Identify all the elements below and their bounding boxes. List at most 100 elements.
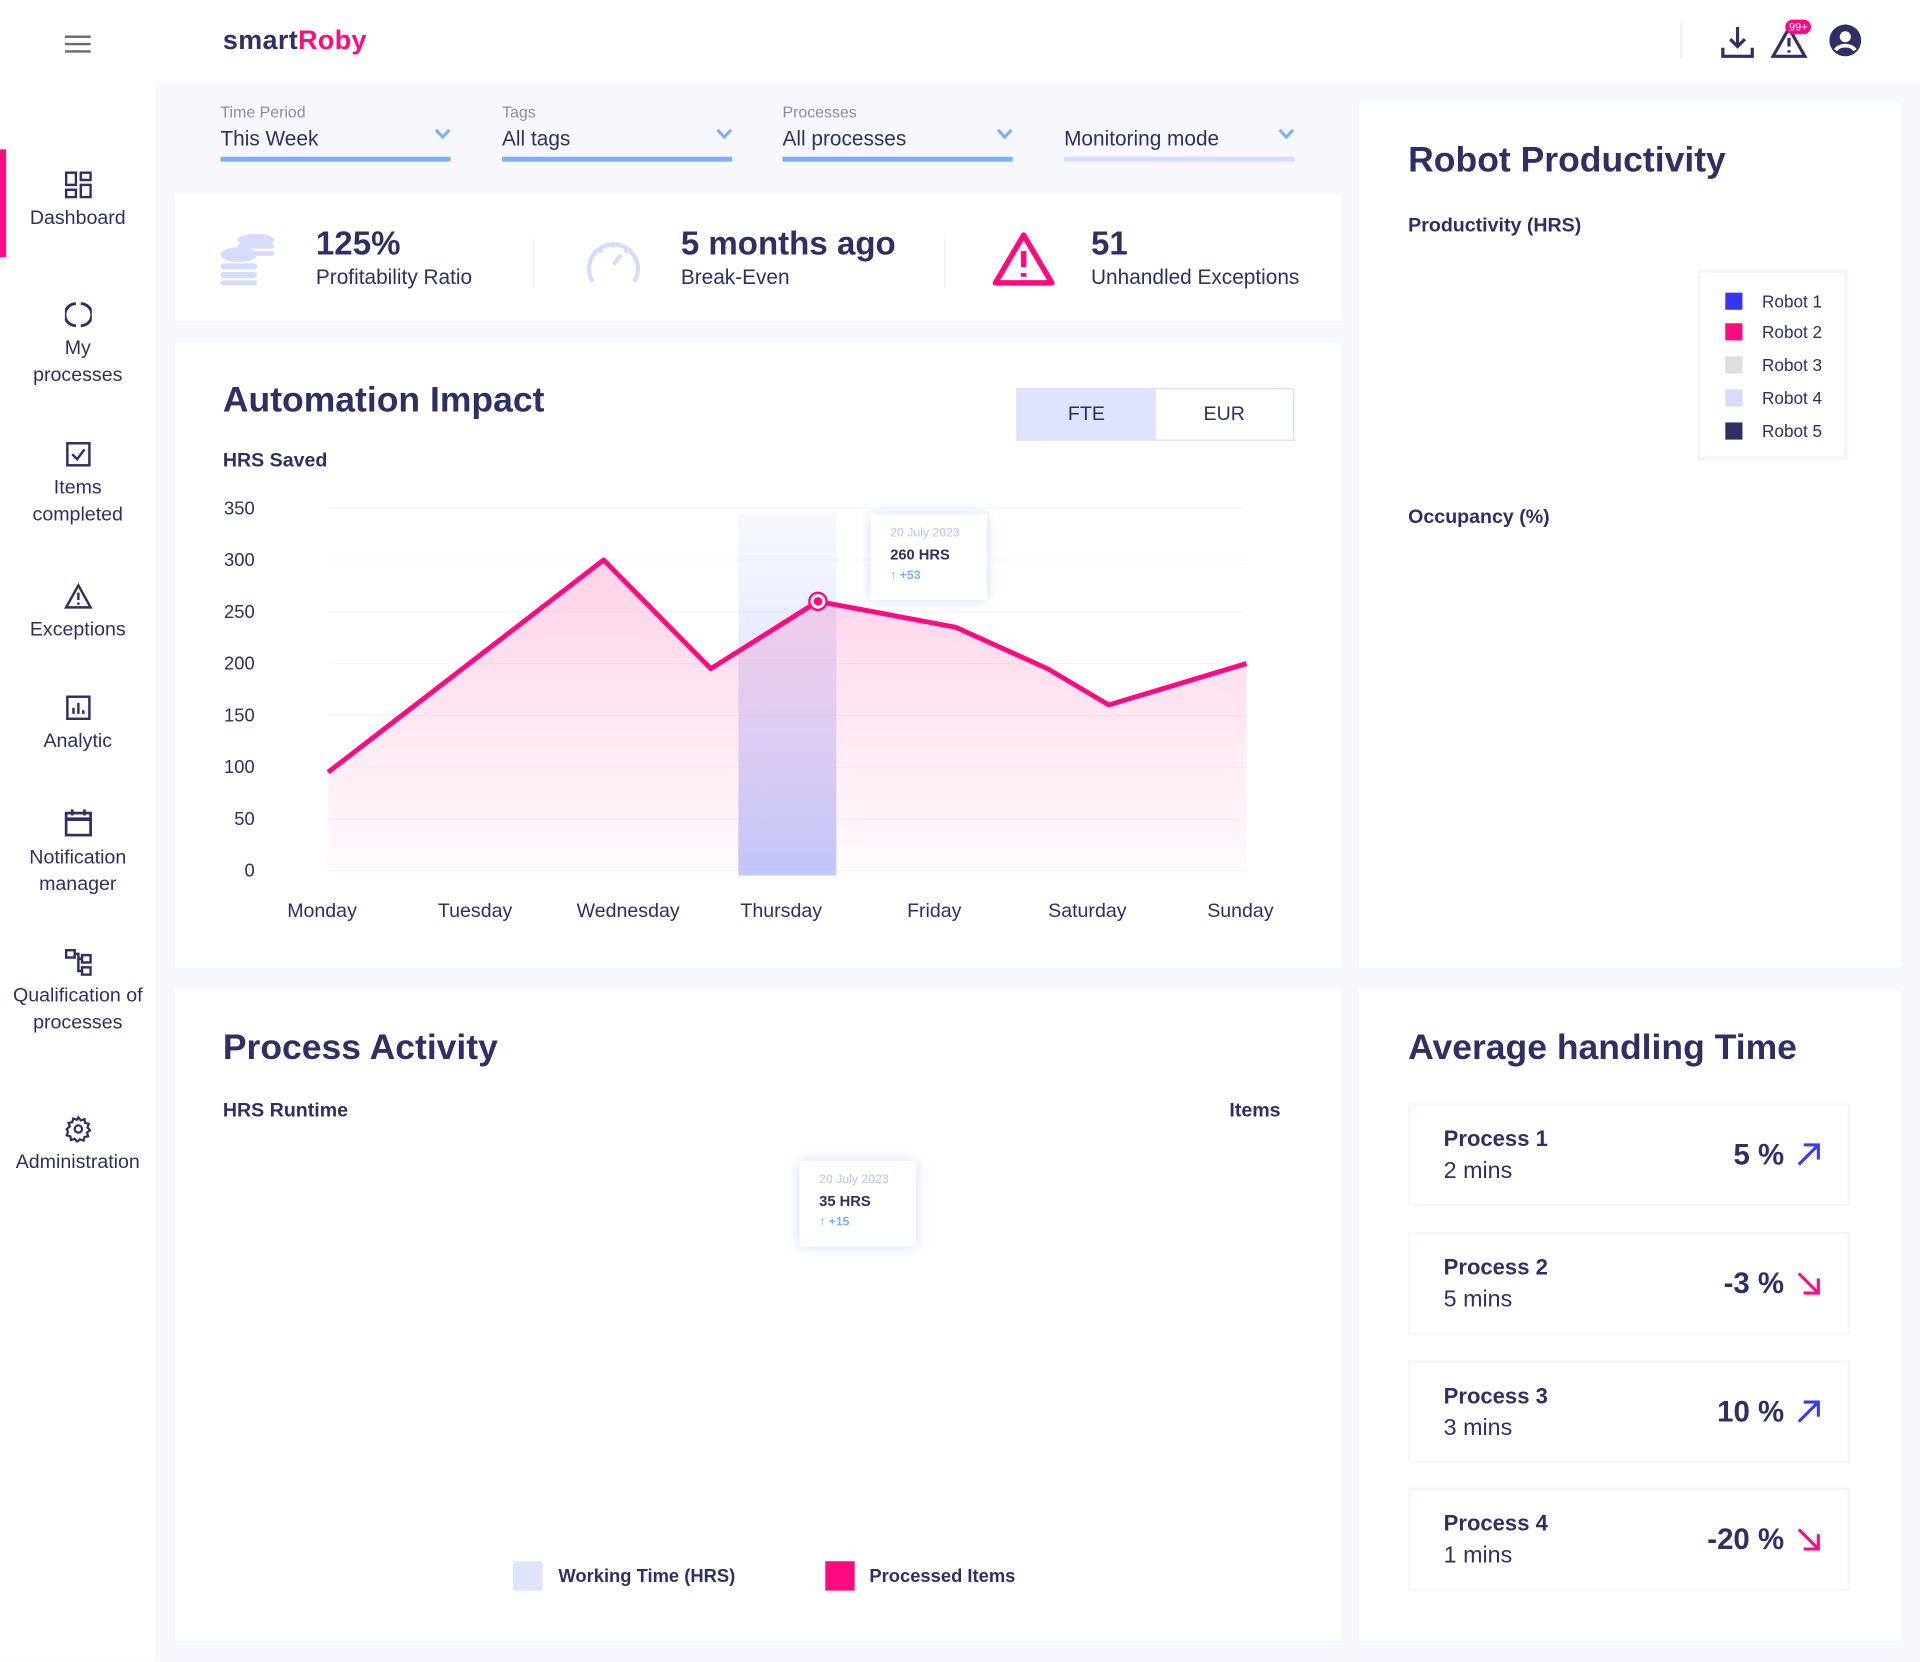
download-icon[interactable] <box>1720 24 1754 58</box>
kpi-divider <box>532 236 534 288</box>
chart-tooltip: 20 July 2023 260 HRS ↑ +53 <box>870 514 987 601</box>
x-tick-label: Tuesday <box>438 900 513 922</box>
change-percent: 10 % <box>1717 1395 1785 1429</box>
area-fill <box>328 559 1247 871</box>
processes-dropdown[interactable]: Processes All processes <box>782 102 1013 162</box>
sidebar-item-label: Dashboard <box>29 208 126 229</box>
tooltip-value: 260 HRS <box>890 546 950 564</box>
sidebar-item-exceptions[interactable]: Exceptions <box>0 582 156 644</box>
legend-swatch <box>1725 389 1743 407</box>
legend-label: Robot 4 <box>1762 388 1823 408</box>
user-avatar-icon[interactable] <box>1829 24 1862 57</box>
legend-label: Working Time (HRS) <box>558 1566 736 1587</box>
legend-swatch-working-time <box>513 1561 543 1591</box>
menu-icon[interactable] <box>64 35 91 53</box>
process-name: Process 4 <box>1443 1511 1548 1536</box>
x-tick-label: Monday <box>287 900 357 922</box>
filter-value: All processes <box>782 127 907 151</box>
y-tick-label: 300 <box>224 549 255 570</box>
sidebar-item-dashboard[interactable]: Dashboard <box>0 171 156 232</box>
sidebar-item-label: Exceptions <box>29 619 126 641</box>
process-name: Process 1 <box>1443 1126 1548 1152</box>
gear-icon <box>64 1115 91 1143</box>
handling-time-item[interactable]: Process 1 2 mins 5 % <box>1408 1103 1851 1207</box>
legend-item: Robot 4 <box>1725 388 1822 408</box>
sidebar: Dashboard My processes Items completed E… <box>0 0 156 1662</box>
legend-item: Robot 5 <box>1725 421 1822 441</box>
time-period-dropdown[interactable]: Time Period This Week <box>220 102 451 162</box>
chevron-down-icon <box>434 128 451 140</box>
tooltip-date: 20 July 2023 <box>819 1173 889 1187</box>
change-percent: 5 % <box>1733 1138 1785 1172</box>
sidebar-item-label: Items completed <box>32 477 123 526</box>
dashboard-icon <box>64 171 92 199</box>
arrow-down-right-icon <box>1797 1528 1820 1551</box>
filter-label: Processes <box>782 102 857 122</box>
y-tick-label: 0 <box>244 860 254 881</box>
process-activity-card <box>175 989 1343 1641</box>
handling-time: 3 mins <box>1443 1415 1513 1442</box>
tags-dropdown[interactable]: Tags All tags <box>502 102 733 162</box>
y-tick-label: 50 <box>234 808 254 829</box>
x-tick-label: Wednesday <box>577 900 680 922</box>
tooltip-date: 20 July 2023 <box>890 526 960 541</box>
sidebar-item-label: Administration <box>15 1152 140 1174</box>
processes-icon <box>64 302 92 328</box>
handling-time-item[interactable]: Process 2 5 mins -3 % <box>1408 1231 1851 1335</box>
filter-label: Time Period <box>220 102 306 122</box>
sidebar-item-label: Notification manager <box>29 847 127 896</box>
sidebar-item-analytic[interactable]: Analytic <box>0 694 156 755</box>
active-indicator <box>0 149 7 258</box>
legend-swatch <box>1725 292 1743 310</box>
arrow-up-right-icon <box>1797 1143 1820 1166</box>
legend-swatch <box>1725 323 1743 341</box>
legend-label: Robot 5 <box>1762 421 1823 441</box>
unit-toggle[interactable]: FTE EUR <box>1016 388 1295 441</box>
sidebar-item-notification-manager[interactable]: Notification manager <box>0 808 156 899</box>
pie-title: Productivity (HRS) <box>1408 215 1582 237</box>
toggle-fte[interactable]: FTE <box>1017 389 1156 440</box>
x-tick-label: Thursday <box>740 900 822 922</box>
x-tick-label: Friday <box>907 900 962 922</box>
checkbox-icon <box>65 442 91 467</box>
legend-label: Robot 2 <box>1762 322 1823 342</box>
sidebar-item-qualification[interactable]: Qualification of processes <box>0 948 156 1037</box>
coins-icon <box>220 233 275 286</box>
robot-productivity-title: Robot Productivity <box>1408 140 1726 181</box>
kpi-divider <box>944 236 946 288</box>
kpi-label: Profitability Ratio <box>315 265 473 289</box>
sidebar-item-label: Analytic <box>43 731 113 752</box>
sidebar-item-items-completed[interactable]: Items completed <box>0 441 156 529</box>
automation-impact-title: Automation Impact <box>222 380 545 421</box>
filter-value: This Week <box>220 127 319 151</box>
chart-tooltip: 20 July 2023 35 HRS ↑ +15 <box>799 1160 916 1247</box>
handling-time-item[interactable]: Process 4 1 mins -20 % <box>1408 1487 1851 1591</box>
y2-axis-label: Items <box>1229 1100 1281 1122</box>
kpi-label: Break-Even <box>680 265 790 289</box>
header-divider <box>1680 22 1683 59</box>
sidebar-item-administration[interactable]: Administration <box>0 1115 156 1177</box>
chevron-down-icon <box>996 128 1013 140</box>
handling-time-item[interactable]: Process 3 3 mins 10 % <box>1408 1360 1851 1464</box>
logo[interactable]: smartRoby <box>222 24 367 56</box>
alerts-badge: 99+ <box>1785 19 1812 35</box>
legend-swatch <box>1725 356 1743 374</box>
handling-time: 5 mins <box>1443 1286 1513 1313</box>
legend-swatch <box>1725 422 1743 440</box>
analytics-icon <box>65 695 91 721</box>
legend-item: Robot 3 <box>1725 355 1822 375</box>
alerts-icon[interactable] <box>1770 24 1808 58</box>
toggle-eur[interactable]: EUR <box>1203 403 1245 425</box>
sidebar-item-my-processes[interactable]: My processes <box>0 301 156 389</box>
y-tick-label: 200 <box>224 653 255 674</box>
x-tick-label: Saturday <box>1048 900 1127 922</box>
monitoring-mode-dropdown[interactable]: Monitoring mode <box>1064 102 1295 162</box>
arrow-up-right-icon <box>1797 1400 1820 1423</box>
tooltip-change: ↑ +53 <box>890 569 921 583</box>
change-percent: -20 % <box>1707 1523 1785 1557</box>
occupancy-title: Occupancy (%) <box>1408 506 1550 528</box>
chevron-down-icon <box>716 128 733 140</box>
legend-item: Robot 2 <box>1725 322 1822 342</box>
legend-label: Robot 3 <box>1762 355 1823 375</box>
legend-label: Robot 1 <box>1762 291 1823 312</box>
